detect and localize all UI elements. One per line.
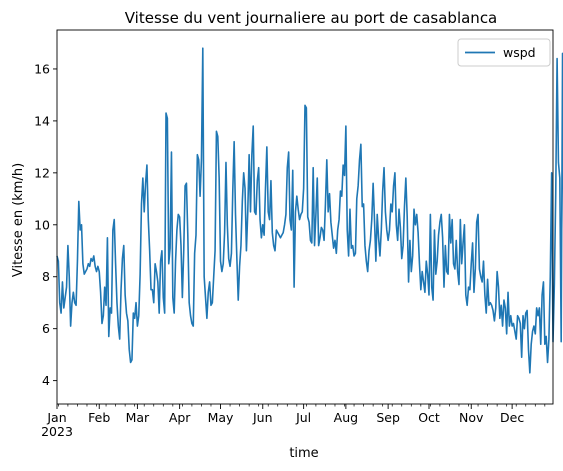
- x-tick-label: Oct: [418, 410, 440, 425]
- x-tick-label: Mar: [126, 410, 150, 425]
- y-tick-label: 4: [42, 373, 50, 388]
- chart-title: Vitesse du vent journaliere au port de c…: [125, 9, 498, 27]
- y-tick-label: 8: [42, 269, 50, 284]
- plot-frame: [56, 29, 554, 405]
- y-axis: 4 6 8 10 12 14 16: [34, 61, 57, 388]
- x-tick-label: Aug: [334, 410, 358, 425]
- y-tick-label: 14: [34, 113, 50, 128]
- legend-label: wspd: [503, 45, 536, 60]
- y-tick-label: 6: [42, 321, 50, 336]
- x-tick-label: Dec: [500, 410, 524, 425]
- series-line-wspd: [56, 47, 563, 374]
- plot-area: [56, 47, 563, 374]
- x-axis: Jan Feb Mar Apr May Jun Jul Aug Sep Oct Nov Dec 2023: [41, 404, 546, 439]
- x-tick-label: Jul: [295, 410, 311, 425]
- x-axis-label: time: [289, 446, 318, 461]
- x-tick-label: Feb: [88, 410, 110, 425]
- x-tick-label: May: [208, 410, 234, 425]
- x-tick-label: Apr: [169, 410, 191, 425]
- x-tick-label: Jun: [252, 410, 273, 425]
- x-tick-label: Jan: [46, 410, 66, 425]
- legend-box: [457, 38, 551, 67]
- x-tick-label: Sep: [376, 410, 400, 425]
- x-tick-label: Nov: [459, 410, 484, 425]
- y-tick-label: 10: [34, 217, 50, 232]
- x-year-label: 2023: [41, 424, 73, 439]
- y-tick-label: 12: [34, 165, 50, 180]
- legend: wspd: [457, 38, 551, 67]
- y-axis-label: Vitesse en (km/h): [11, 163, 26, 277]
- y-tick-label: 16: [34, 61, 50, 76]
